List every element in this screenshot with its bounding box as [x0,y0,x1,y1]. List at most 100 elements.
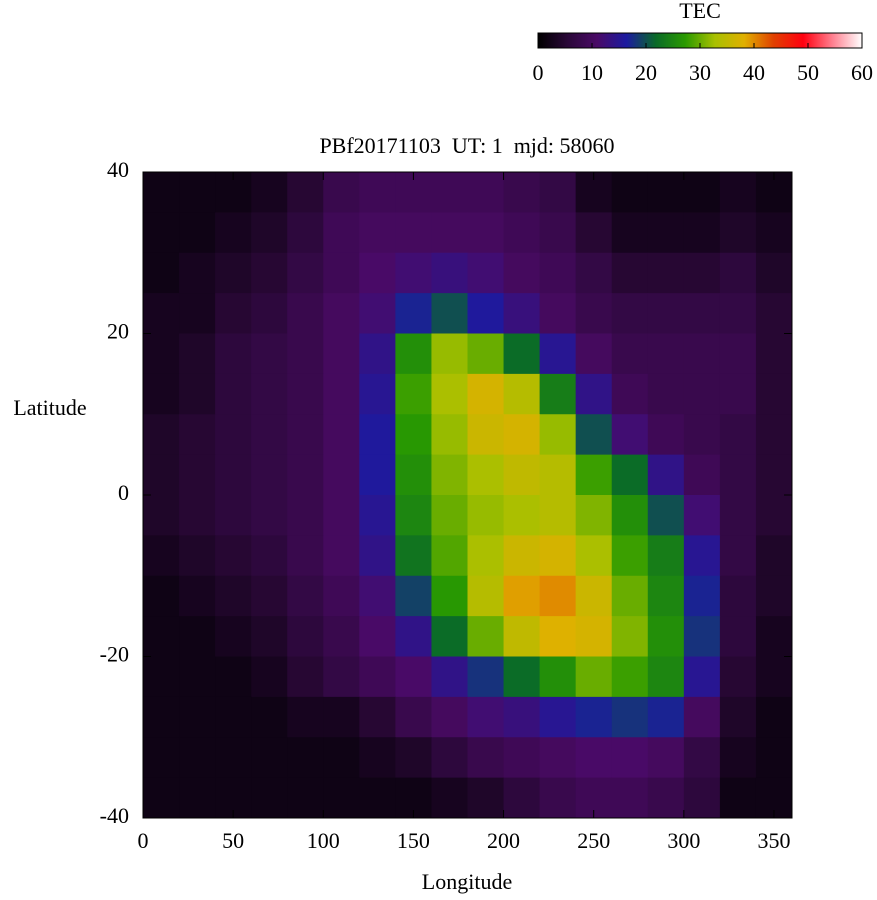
heatmap-cell [323,535,360,577]
heatmap-cell [611,373,649,415]
heatmap-cell [143,333,180,375]
heatmap-cell [215,293,252,334]
heatmap-cell [719,293,757,334]
heatmap-cell [467,777,505,819]
heatmap-cell [323,373,360,415]
heatmap-cell [719,495,757,536]
heatmap-cell [179,454,216,496]
heatmap-cell [683,737,721,779]
heatmap-cell [647,696,685,738]
heatmap-cell [611,495,649,536]
heatmap-cell [755,495,793,536]
heatmap-cell [611,252,649,294]
x-tick-label: 350 [757,828,790,853]
heatmap-cell [143,696,180,738]
y-tick-label: 20 [107,319,129,344]
heatmap-cell [431,495,468,536]
y-tick-label: 0 [118,480,129,505]
heatmap-cell [683,333,721,375]
heatmap-cell [755,414,793,456]
heatmap-cell [359,656,396,698]
heatmap-cell [647,252,685,294]
heatmap-cell [431,737,468,779]
heatmap-cell [179,252,216,294]
heatmap-cell [215,454,252,496]
heatmap-cell [719,535,757,577]
heatmap-cell [719,454,757,496]
heatmap-cell [503,575,541,617]
heatmap-cell [359,737,396,779]
heatmap-cell [143,535,180,577]
heatmap-cell [179,737,216,779]
heatmap-cell [143,212,180,254]
heatmap-cell [323,616,360,657]
heatmap-cell [359,777,396,819]
heatmap-cell [683,454,721,496]
heatmap-cell [539,212,577,254]
heatmap-cell [143,495,180,536]
x-tick-label: 250 [577,828,610,853]
heatmap-cell [575,333,613,375]
heatmap-cell [287,656,324,698]
heatmap-cell [323,696,360,738]
heatmap-cell [251,454,288,496]
heatmap-cell [539,696,577,738]
heatmap-cell [359,696,396,738]
heatmap-cell [539,575,577,617]
heatmap-cell [719,373,757,415]
x-tick-label: 150 [397,828,430,853]
heatmap-cell [503,212,541,254]
heatmap-cell [287,737,324,779]
heatmap-cell [575,535,613,577]
heatmap-cell [611,414,649,456]
heatmap-cell [503,172,541,213]
heatmap-cell [503,252,541,294]
heatmap-cell [611,575,649,617]
heatmap-cell [719,575,757,617]
heatmap-cell [503,414,541,456]
x-tick-label: 300 [667,828,700,853]
heatmap-cell [359,212,396,254]
heatmap-cell [575,495,613,536]
heatmap-cell [251,777,288,819]
heatmap-cell [323,656,360,698]
heatmap-cell [647,172,685,213]
heatmap-cell [503,656,541,698]
heatmap-cell [539,414,577,456]
heatmap-cell [323,777,360,819]
heatmap-cell [359,575,396,617]
colorbar-tick-label: 50 [797,60,819,85]
y-axis-label: Latitude [13,395,86,420]
heatmap-cell [575,696,613,738]
heatmap-cell [719,737,757,779]
heatmap-cell [467,414,505,456]
heatmap-cell [359,535,396,577]
x-tick-label: 200 [487,828,520,853]
heatmap-cell [503,495,541,536]
heatmap-cell [467,333,505,375]
colorbar-tick-label: 30 [689,60,711,85]
heatmap-cell [431,616,468,657]
heatmap-cell [431,575,468,617]
heatmap-cell [359,454,396,496]
heatmap-cell [215,252,252,294]
heatmap-cell [467,293,505,334]
heatmap-cell [287,172,324,213]
heatmap-cell [575,252,613,294]
y-tick-label: 40 [107,157,129,182]
heatmap-cell [575,293,613,334]
heatmap-cell [359,252,396,294]
heatmap-cell [395,737,432,779]
heatmap-cell [575,373,613,415]
heatmap-cell [755,333,793,375]
heatmap-cell [647,333,685,375]
heatmap-cell [683,535,721,577]
heatmap-cell [359,172,396,213]
heatmap-cell [683,777,721,819]
heatmap-cell [467,575,505,617]
heatmap-cell [395,333,432,375]
heatmap-cell [179,212,216,254]
y-tick-label: -40 [100,803,129,828]
heatmap-cell [539,656,577,698]
